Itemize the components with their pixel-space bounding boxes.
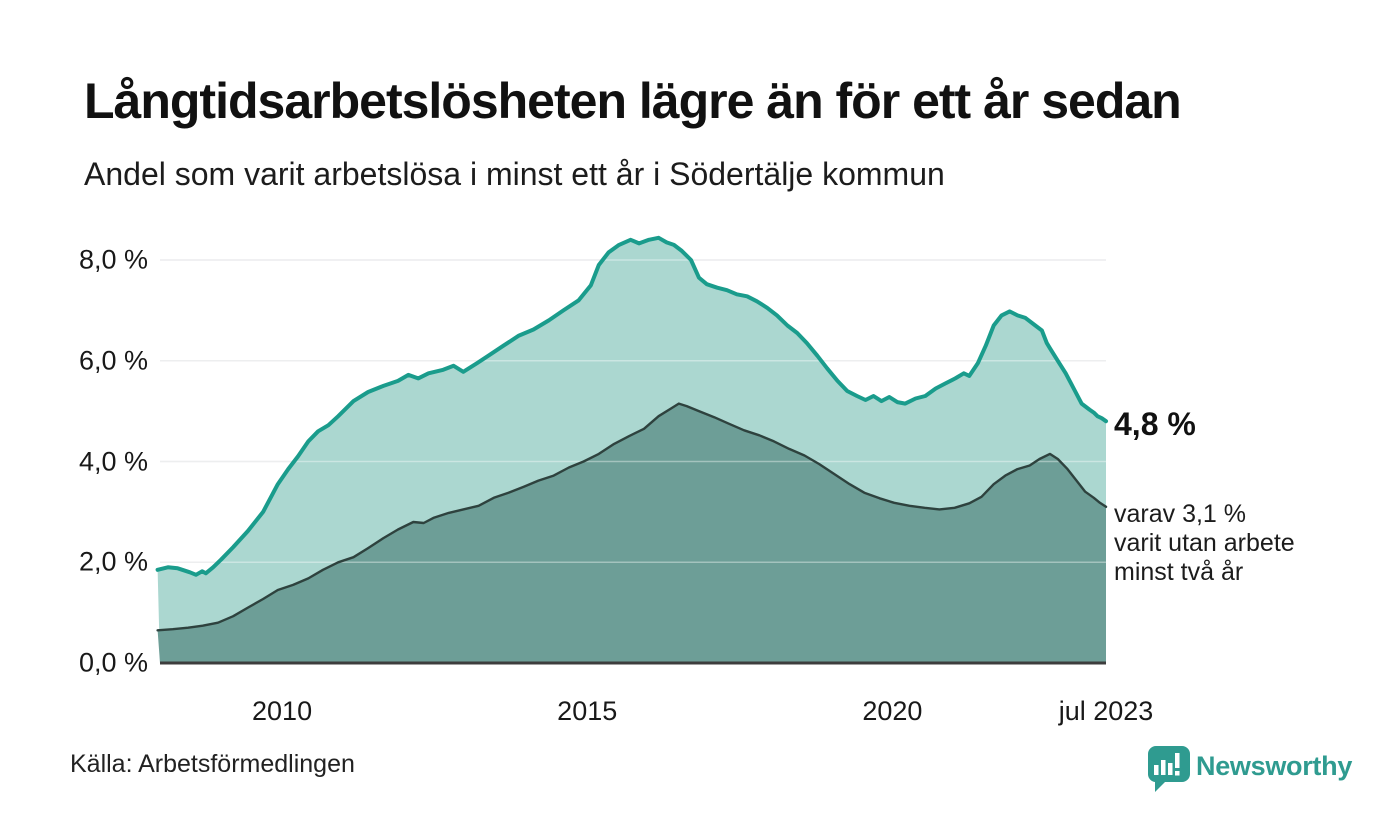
y-tick-label: 4,0 % [78, 446, 148, 476]
chart-subtitle: Andel som varit arbetslösa i minst ett å… [84, 156, 945, 192]
note-line: varav 3,1 % [1114, 500, 1247, 528]
bar-chart-glyph [1154, 753, 1180, 776]
x-tick-label: 2020 [862, 696, 923, 726]
series-line-min-two-years [156, 402, 1108, 632]
y-tick-label: 6,0 % [78, 345, 148, 376]
series-area-min-two-years [157, 403, 1107, 663]
note-line: varit utan arbete [1114, 529, 1295, 557]
x-tick-label: 2010 [252, 696, 313, 726]
y-tick-label: 8,0 % [78, 244, 148, 275]
y-tick-label: 2,0 % [78, 546, 148, 577]
brand-name: Newsworthy [1196, 751, 1353, 781]
series-line-min-one-year [155, 235, 1108, 577]
secondary-value-annotation: varav 3,1 % varit utan arbete minst två … [1114, 500, 1295, 587]
x-tick-label: 2015 [557, 696, 618, 726]
latest-value-annotation: 4,8 % [1114, 406, 1196, 442]
y-tick-label: 0,0 % [78, 647, 148, 678]
page-title: Långtidsarbetslösheten lägre än för ett … [84, 73, 1182, 129]
x-tick-label: jul 2023 [1058, 696, 1154, 726]
source-attribution: Källa: Arbetsförmedlingen [70, 750, 355, 778]
note-line: minst två år [1114, 558, 1244, 586]
newsworthy-logo-icon [1147, 746, 1190, 792]
